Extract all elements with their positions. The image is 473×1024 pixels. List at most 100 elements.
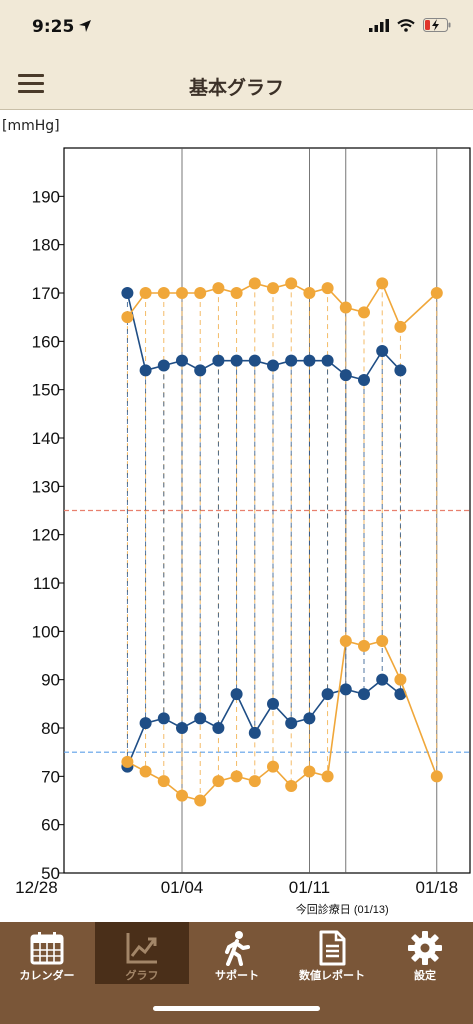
menu-bar-line: [18, 74, 44, 77]
tab-graph[interactable]: グラフ: [95, 922, 189, 984]
y-tick-label: 110: [33, 574, 60, 593]
tab-calendar[interactable]: カレンダー: [0, 922, 94, 984]
wifi-icon: [397, 18, 415, 32]
data-point: [285, 717, 298, 730]
data-point: [230, 770, 243, 783]
signal-icon: [369, 18, 389, 32]
y-tick-label: 70: [41, 767, 60, 786]
tab-label: グラフ: [125, 969, 159, 982]
y-tick-label: 170: [32, 284, 60, 303]
x-tick-label: 12/28: [15, 878, 58, 897]
data-point: [176, 722, 188, 734]
data-point: [121, 755, 134, 768]
data-point: [394, 320, 407, 333]
data-point: [321, 688, 334, 701]
data-point: [358, 688, 370, 701]
y-tick-label: 60: [41, 816, 60, 835]
location-arrow-icon: [79, 20, 91, 32]
data-point: [267, 359, 279, 372]
home-indicator: [153, 1006, 320, 1011]
data-point: [248, 354, 261, 367]
data-point: [121, 287, 134, 299]
y-tick-label: 120: [32, 526, 60, 545]
series-line: [126, 678, 401, 767]
tab-label: サポート: [215, 969, 259, 982]
data-point: [303, 287, 316, 299]
battery-charging-icon: [423, 18, 451, 32]
tab-settings[interactable]: 設定: [378, 922, 472, 984]
x-tick-label: 01/11: [289, 878, 330, 897]
y-tick-label: 150: [32, 381, 60, 400]
y-tick-label: 190: [32, 187, 60, 206]
data-point: [285, 780, 298, 792]
data-point: [157, 287, 170, 299]
data-point: [139, 717, 152, 730]
data-point: [394, 673, 407, 686]
tab-label: 数値レポート: [299, 969, 365, 982]
data-point: [121, 311, 134, 324]
nav-bar: 基本グラフ: [0, 60, 473, 110]
data-point: [339, 301, 352, 314]
data-point: [176, 789, 188, 802]
data-point: [194, 364, 207, 377]
walking-person-icon: [225, 931, 250, 966]
data-point: [285, 277, 298, 290]
data-point: [339, 369, 352, 382]
blood-pressure-chart[interactable]: 50 60 70 80 90 100 110 120 130 140 150 160 170 180 190…: [0, 140, 473, 920]
data-point: [321, 770, 334, 783]
data-point: [212, 354, 225, 367]
data-point: [230, 287, 243, 299]
data-point: [376, 673, 389, 686]
data-point: [267, 697, 279, 710]
data-point: [376, 277, 389, 290]
chart-svg: 50 60 70 80 90 100 110 120 130 140 150 160 170 180 190…: [15, 147, 471, 916]
data-point: [394, 688, 407, 701]
visit-day-label: 今回診療日 (01/13): [296, 902, 389, 916]
calendar-icon: [30, 932, 64, 965]
data-point: [139, 287, 152, 299]
data-point: [358, 639, 370, 652]
data-point: [212, 282, 225, 295]
y-tick-label: 80: [41, 719, 60, 738]
data-point: [176, 287, 188, 299]
page-title: 基本グラフ: [188, 77, 284, 99]
data-point: [157, 712, 170, 725]
y-tick-label: 90: [41, 671, 60, 690]
y-tick-label: 140: [32, 429, 60, 448]
chart-unit-label: [mmHg]: [2, 118, 60, 134]
data-point: [358, 306, 370, 319]
data-point: [376, 345, 389, 357]
menu-bar-line: [18, 90, 44, 93]
tab-bar: カレンダー グラフ サポート 数値レポート: [0, 922, 473, 1024]
data-point: [358, 374, 370, 386]
data-point: [212, 722, 225, 734]
tab-label: 設定: [414, 969, 436, 982]
data-point: [212, 775, 225, 788]
data-point: [176, 354, 188, 367]
series-line: [126, 292, 401, 381]
data-point: [139, 765, 152, 778]
status-time: 9:25: [32, 17, 75, 37]
x-tick-label: 01/18: [416, 878, 459, 897]
tab-label: カレンダー: [19, 969, 75, 982]
data-point: [267, 760, 279, 773]
document-icon: [319, 930, 346, 966]
gear-icon: [408, 931, 442, 965]
data-point: [194, 287, 207, 299]
data-point: [157, 775, 170, 788]
data-point: [321, 354, 334, 367]
data-point: [267, 282, 279, 295]
tab-support[interactable]: サポート: [190, 922, 284, 984]
data-point: [394, 364, 407, 377]
data-point: [248, 726, 261, 739]
data-point: [339, 635, 352, 647]
status-bar: 9:25: [0, 0, 473, 60]
y-tick-label: 100: [32, 622, 60, 641]
data-point: [339, 683, 352, 696]
menu-button[interactable]: [18, 74, 44, 96]
tab-numeric-report[interactable]: 数値レポート: [285, 922, 379, 984]
data-point: [303, 765, 316, 778]
y-tick-label: 160: [32, 332, 60, 351]
y-tick-label: 50: [41, 864, 60, 883]
data-point: [321, 282, 334, 295]
